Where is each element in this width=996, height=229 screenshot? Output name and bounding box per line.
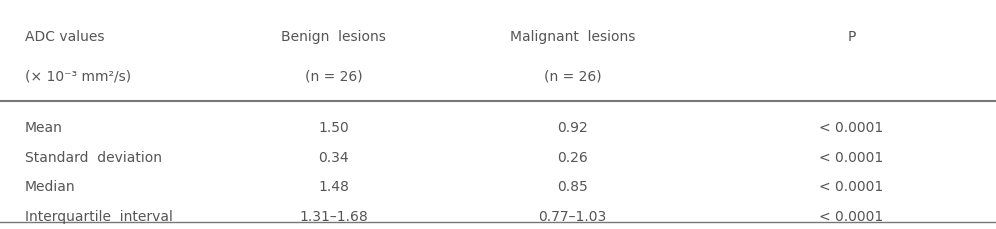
Text: < 0.0001: < 0.0001 xyxy=(820,120,883,134)
Text: 1.31–1.68: 1.31–1.68 xyxy=(299,210,369,223)
Text: (× 10⁻³ mm²/s): (× 10⁻³ mm²/s) xyxy=(25,69,131,83)
Text: (n = 26): (n = 26) xyxy=(544,69,602,83)
Text: Mean: Mean xyxy=(25,120,63,134)
Text: ADC values: ADC values xyxy=(25,30,105,44)
Text: Interquartile  interval: Interquartile interval xyxy=(25,210,172,223)
Text: < 0.0001: < 0.0001 xyxy=(820,180,883,194)
Text: Standard  deviation: Standard deviation xyxy=(25,150,162,164)
Text: Median: Median xyxy=(25,180,76,194)
Text: P: P xyxy=(848,30,856,44)
Text: 0.77–1.03: 0.77–1.03 xyxy=(539,210,607,223)
Text: < 0.0001: < 0.0001 xyxy=(820,210,883,223)
Text: (n = 26): (n = 26) xyxy=(305,69,363,83)
Text: < 0.0001: < 0.0001 xyxy=(820,150,883,164)
Text: 1.48: 1.48 xyxy=(319,180,349,194)
Text: 1.50: 1.50 xyxy=(319,120,349,134)
Text: 0.92: 0.92 xyxy=(558,120,588,134)
Text: 0.34: 0.34 xyxy=(319,150,349,164)
Text: 0.85: 0.85 xyxy=(558,180,588,194)
Text: Malignant  lesions: Malignant lesions xyxy=(510,30,635,44)
Text: Benign  lesions: Benign lesions xyxy=(281,30,386,44)
Text: 0.26: 0.26 xyxy=(558,150,588,164)
